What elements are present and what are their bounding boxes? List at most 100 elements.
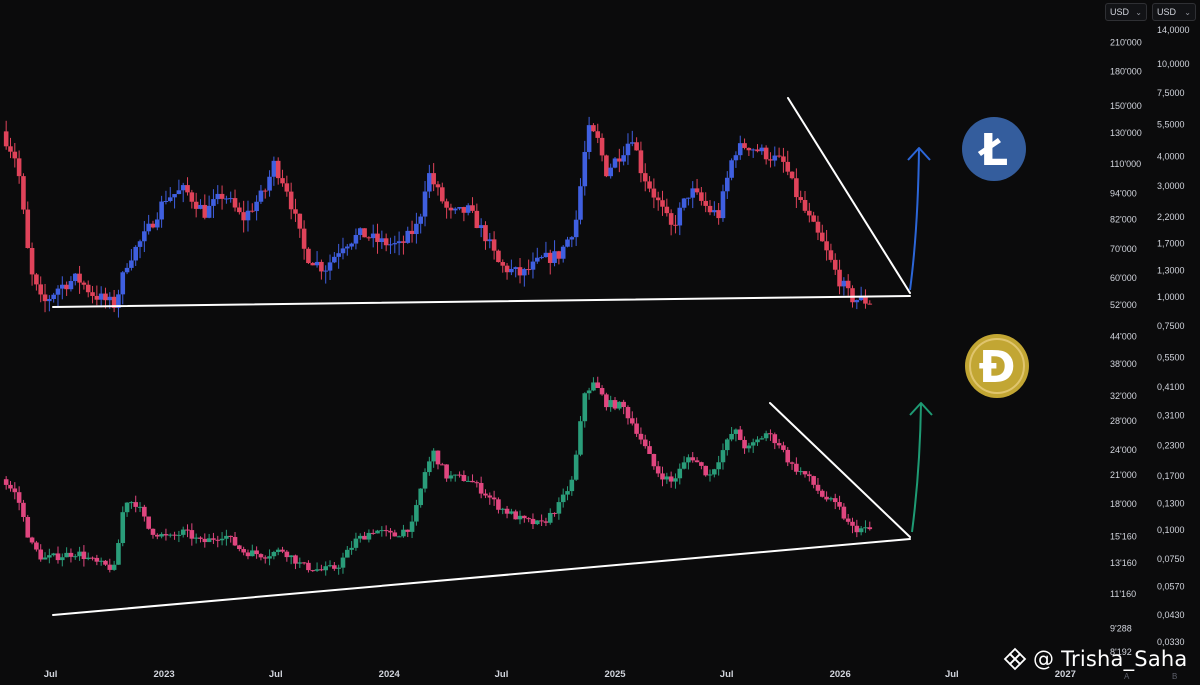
ltc-candle-body — [638, 150, 644, 174]
doge-candle-body — [733, 429, 739, 434]
doge-candle-body — [699, 462, 704, 466]
ltc-candle-body — [707, 205, 713, 213]
doge-candle-body — [560, 494, 566, 503]
doge-candle-body — [612, 400, 618, 409]
ltc-candle-body — [586, 125, 592, 152]
doge-candle-body — [828, 498, 834, 500]
ltc-candle-body — [647, 181, 652, 189]
ltc-candle-body — [72, 273, 78, 282]
ltc-candle-body — [245, 210, 251, 221]
ltc-candle-body — [617, 158, 622, 162]
doge-candle-body — [163, 534, 169, 536]
ltc-candle-body — [543, 252, 549, 258]
ltc-candle-body — [21, 176, 26, 210]
right-scale-tick-label: 14,0000 — [1157, 25, 1190, 35]
ltc-candle-body — [98, 293, 104, 300]
right-scale-tick-label: 0,5500 — [1157, 352, 1185, 362]
chevron-down-icon: ⌄ — [1135, 7, 1142, 17]
right-scale-tick-label: 5,5000 — [1157, 120, 1185, 130]
ltc-candle-body — [534, 257, 540, 262]
doge-candle-body — [768, 433, 773, 435]
doge-candle-body — [629, 418, 635, 424]
ltc-candle-body — [258, 190, 264, 202]
right-scale-tick-label: 1,7000 — [1157, 238, 1185, 248]
doge-candle-body — [206, 538, 212, 543]
ltc-candle-body — [798, 197, 803, 200]
doge-candle-body — [396, 536, 402, 538]
doge-candle-body — [595, 382, 601, 389]
doge-candles-layer — [3, 376, 873, 576]
doge-candle-body — [383, 530, 389, 532]
doge-candle-body — [565, 491, 570, 495]
ltc-candle-body — [794, 178, 799, 198]
x-axis-tick-label: 2023 — [154, 669, 175, 680]
left-scale-tick-label: 18'000 — [1110, 499, 1137, 509]
doge-candle-body — [16, 492, 22, 503]
doge-candle-body — [720, 450, 726, 463]
ltc-candle-body — [224, 198, 229, 200]
doge-candle-body — [457, 474, 462, 476]
doge-candle-body — [379, 530, 385, 532]
doge-candle-body — [755, 439, 760, 443]
doge-candle-body — [526, 518, 531, 520]
ltc-candle-body — [556, 251, 562, 259]
left-scale-corner-label[interactable]: A — [1124, 672, 1130, 681]
doge-candle-body — [724, 439, 730, 451]
ltc-resistance-trendline — [787, 97, 911, 294]
doge-candle-body — [811, 476, 816, 485]
doge-breakout-arrow-head — [909, 402, 933, 416]
doge-candle-body — [547, 512, 553, 523]
ltc-candle-body — [349, 243, 354, 247]
doge-candle-body — [509, 511, 514, 514]
ltc-candle-body — [496, 250, 501, 263]
right-scale-tick-label: 7,5000 — [1157, 88, 1185, 98]
right-scale-corner-label[interactable]: B — [1172, 672, 1178, 681]
ltc-candle-body — [634, 142, 639, 151]
doge-candle-body — [858, 528, 864, 533]
doge-candle-body — [327, 565, 333, 567]
ltc-candle-body — [573, 219, 579, 238]
ltc-candle-body — [159, 201, 164, 220]
left-scale-tick-label: 44'000 — [1110, 331, 1137, 341]
ltc-candle-body — [193, 201, 199, 209]
ltc-candle-body — [664, 206, 670, 214]
ltc-candle-body — [712, 210, 717, 213]
doge-candle-body — [47, 555, 52, 558]
doge-candle-body — [854, 525, 860, 533]
doge-candle-body — [172, 534, 177, 536]
doge-candle-body — [146, 516, 151, 529]
doge-candle-body — [586, 390, 592, 394]
doge-candle-body — [137, 506, 143, 508]
doge-breakout-arrow — [909, 402, 933, 533]
ltc-candle-body — [457, 207, 462, 209]
doge-candle-body — [418, 488, 424, 506]
doge-candle-body — [690, 457, 696, 461]
ltc-candle-body — [366, 237, 372, 239]
doge-candle-body — [707, 474, 713, 476]
ltc-candle-body — [409, 230, 415, 235]
doge-candle-body — [388, 530, 393, 533]
doge-candle-body — [660, 473, 665, 480]
doge-candle-body — [422, 472, 428, 489]
left-scale-currency-button[interactable]: USD ⌄ — [1105, 3, 1147, 21]
ltc-candle-body — [435, 184, 441, 188]
trendlines-layer — [52, 97, 933, 616]
ltc-candle-body — [81, 282, 87, 285]
ltc-candle-body — [137, 241, 143, 247]
doge-candle-body — [712, 469, 717, 475]
litecoin-logo-disc — [962, 117, 1026, 181]
right-scale-tick-label: 10,0000 — [1157, 59, 1190, 69]
x-axis-tick-label: 2027 — [1055, 669, 1076, 680]
ltc-candle-body — [517, 267, 523, 276]
ltc-candle-body — [729, 160, 734, 178]
ltc-candle-body — [660, 200, 665, 207]
ltc-candle-body — [211, 199, 216, 206]
litecoin-logo-icon: Ł — [962, 117, 1026, 181]
right-scale-tick-label: 4,0000 — [1157, 152, 1185, 162]
right-scale-currency-button[interactable]: USD ⌄ — [1152, 3, 1196, 21]
ltc-candle-body — [448, 207, 454, 211]
doge-candle-body — [167, 534, 173, 536]
ltc-candle-body — [500, 262, 506, 266]
